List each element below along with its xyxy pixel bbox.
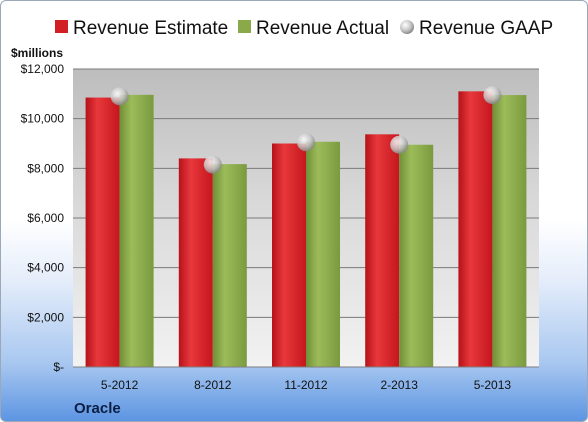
bar-revenue-estimate xyxy=(272,143,306,367)
y-axis-ticks: $- $2,000 $4,000 $6,000 $8,000 $10,000 $12,000 xyxy=(21,62,65,374)
marker-revenue-gaap xyxy=(203,155,222,174)
marker-revenue-gaap xyxy=(110,87,129,106)
bar-revenue-actual xyxy=(212,164,247,367)
bar-revenue-actual xyxy=(306,141,340,367)
bars xyxy=(85,91,527,368)
company-label: Oracle xyxy=(74,400,121,417)
unit-label: $millions xyxy=(11,46,63,60)
legend-label-actual: Revenue Actual xyxy=(256,18,389,39)
x-tick-label: 8-2012 xyxy=(194,378,232,392)
marker-revenue-gaap xyxy=(390,135,409,154)
legend-label-gaap: Revenue GAAP xyxy=(419,18,553,39)
x-tick-label: 2-2013 xyxy=(381,378,419,392)
y-tick-label: $6,000 xyxy=(27,211,64,225)
legend: Revenue Estimate Revenue Actual Revenue … xyxy=(55,18,553,39)
y-tick-label: $2,000 xyxy=(27,310,64,324)
bar-revenue-estimate xyxy=(85,97,120,367)
marker-revenue-gaap xyxy=(483,86,502,105)
x-tick-label: 11-2012 xyxy=(284,378,327,392)
x-axis-ticks: 5-2012 8-2012 11-2012 2-2013 5-2013 xyxy=(101,378,511,392)
gaap-markers xyxy=(110,86,502,174)
bar-revenue-estimate xyxy=(458,91,493,367)
y-tick-label: $12,000 xyxy=(21,62,65,76)
y-tick-label: $10,000 xyxy=(21,112,65,126)
bar-revenue-actual xyxy=(492,95,527,367)
x-tick-label: 5-2012 xyxy=(101,378,139,392)
x-tick-label: 5-2013 xyxy=(474,378,512,392)
bar-revenue-estimate xyxy=(178,158,213,367)
bar-revenue-actual xyxy=(399,144,434,367)
bar-revenue-actual xyxy=(119,94,154,368)
y-tick-label: $4,000 xyxy=(27,261,64,275)
y-tick-label: $8,000 xyxy=(27,161,64,175)
bar-revenue-estimate xyxy=(365,134,400,367)
legend-swatch-estimate xyxy=(55,20,68,33)
y-tick-label: $- xyxy=(53,360,64,374)
marker-revenue-gaap xyxy=(297,133,315,152)
legend-swatch-gaap xyxy=(400,20,414,34)
legend-swatch-actual xyxy=(238,20,251,33)
legend-label-estimate: Revenue Estimate xyxy=(73,18,228,39)
